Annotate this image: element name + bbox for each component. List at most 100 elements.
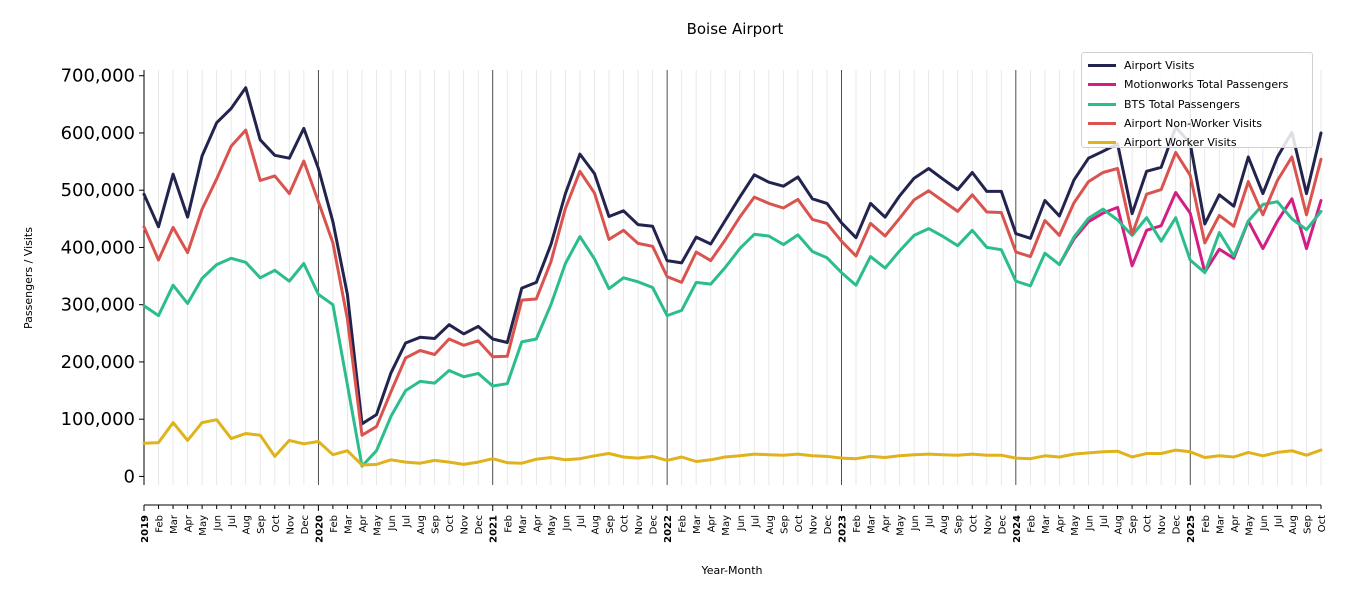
- x-tick-label-month: Dec: [300, 515, 311, 534]
- x-tick-label-month: Jun: [213, 515, 224, 532]
- legend-item-bts: BTS Total Passengers: [1088, 95, 1306, 114]
- x-tick-label-month: Mar: [867, 514, 878, 534]
- x-tick-label-month: Aug: [765, 515, 776, 535]
- x-tick-label-month: Feb: [852, 515, 863, 533]
- y-tick-label: 500,000: [61, 180, 135, 201]
- y-tick-label: 700,000: [61, 66, 135, 87]
- y-tick-label: 100,000: [61, 409, 135, 430]
- x-tick-label-month: Feb: [678, 515, 689, 533]
- x-tick-label-month: Oct: [620, 515, 631, 532]
- x-tick-label-month: Jun: [736, 515, 747, 532]
- legend-item-motionworks: Motionworks Total Passengers: [1088, 75, 1306, 94]
- x-tick-label-year: 2024: [1012, 515, 1023, 543]
- legend-label: BTS Total Passengers: [1124, 97, 1241, 111]
- x-tick-label-month: Feb: [503, 515, 514, 533]
- x-tick-label-month: Nov: [808, 515, 819, 535]
- x-tick-label-month: Oct: [794, 515, 805, 532]
- series-line-bts-total-passengers: [142, 200, 1323, 468]
- legend-label: Airport Worker Visits: [1124, 136, 1237, 150]
- x-tick-label-month: Jun: [1259, 515, 1270, 532]
- x-tick-label-month: Mar: [169, 514, 180, 534]
- x-tick-label-month: Apr: [184, 514, 195, 532]
- x-tick-label-month: Sep: [605, 515, 616, 534]
- x-tick-label-year: 2023: [837, 515, 848, 543]
- chart-title: Boise Airport: [687, 20, 784, 38]
- x-tick-label-month: Oct: [271, 515, 282, 532]
- x-tick-label-month: Dec: [649, 515, 660, 534]
- x-tick-label-month: May: [1070, 515, 1081, 536]
- x-tick-label-month: Jul: [402, 515, 413, 528]
- x-tick-label-month: Nov: [1157, 515, 1168, 535]
- x-tick-label-month: Sep: [1128, 515, 1139, 534]
- x-tick-label-month: Sep: [779, 515, 790, 534]
- x-tick-label-month: May: [896, 515, 907, 536]
- legend: Airport Visits Motionworks Total Passeng…: [1081, 52, 1313, 150]
- x-tick-label-month: Aug: [939, 515, 950, 535]
- x-tick-label-year: 2019: [140, 515, 151, 543]
- x-axis-label: Year-Month: [700, 564, 762, 577]
- x-tick-label-month: Sep: [1302, 515, 1313, 534]
- y-tick-label: 300,000: [61, 295, 135, 316]
- x-tick-label-month: Jun: [910, 515, 921, 532]
- x-tick-label-month: Mar: [692, 514, 703, 534]
- legend-label: Airport Non-Worker Visits: [1124, 117, 1263, 131]
- x-tick-label-month: May: [198, 515, 209, 536]
- x-tick-label-month: Feb: [329, 515, 340, 533]
- x-tick-label-month: Aug: [416, 515, 427, 535]
- x-tick-label-month: Jun: [1085, 515, 1096, 532]
- series-line-motionworks-total-passengers: [1057, 191, 1323, 274]
- x-tick-label-month: May: [372, 515, 383, 536]
- x-tick-label-month: Dec: [474, 515, 485, 534]
- y-tick-label: 0: [124, 466, 135, 487]
- x-tick-label-month: Aug: [1114, 515, 1125, 535]
- x-tick-label-month: Jun: [387, 515, 398, 532]
- x-tick-label-month: Apr: [532, 514, 543, 532]
- x-tick-label-month: Oct: [1143, 515, 1154, 532]
- x-tick-label-month: Nov: [634, 515, 645, 535]
- series-line-airport-visits: [142, 86, 1323, 426]
- x-tick-label-month: Dec: [997, 515, 1008, 534]
- x-tick-label-month: May: [1244, 515, 1255, 536]
- legend-swatch: [1088, 64, 1116, 68]
- x-tick-label-month: Apr: [1055, 514, 1066, 532]
- x-tick-label-month: Apr: [1230, 514, 1241, 532]
- x-tick-label-year: 2022: [663, 515, 674, 543]
- x-tick-label-month: Apr: [707, 514, 718, 532]
- y-tick-label: 400,000: [61, 237, 135, 258]
- grid: [143, 70, 1322, 485]
- x-tick-label-month: May: [547, 515, 558, 536]
- x-tick-label-month: Mar: [518, 514, 529, 534]
- legend-item-non-worker: Airport Non-Worker Visits: [1088, 114, 1306, 133]
- x-tick-label-month: Jul: [750, 515, 761, 528]
- x-tick-label-month: Feb: [1201, 515, 1212, 533]
- x-tick-label-month: Dec: [1172, 515, 1183, 534]
- x-tick-label-year: 2020: [314, 515, 325, 543]
- x-tick-label-month: Dec: [823, 515, 834, 534]
- x-tick-label-month: Sep: [256, 515, 267, 534]
- x-tick-label-month: Oct: [1317, 515, 1328, 532]
- x-tick-label-year: 2021: [489, 515, 500, 543]
- legend-item-airport-visits: Airport Visits: [1088, 56, 1306, 75]
- x-tick-label-month: Apr: [881, 514, 892, 532]
- x-tick-label-month: Nov: [285, 515, 296, 535]
- legend-swatch: [1088, 141, 1116, 145]
- x-tick-label-month: Mar: [1215, 514, 1226, 534]
- x-tick-label-month: Apr: [358, 514, 369, 532]
- y-tick-label: 200,000: [61, 352, 135, 373]
- x-tick-label-month: Jul: [576, 515, 587, 528]
- x-tick-label-month: Mar: [343, 514, 354, 534]
- x-tick-label-month: Jul: [1099, 515, 1110, 528]
- legend-swatch: [1088, 83, 1116, 87]
- x-tick-label-month: Mar: [1041, 514, 1052, 534]
- y-axis-label: Passengers / Visits: [22, 227, 35, 329]
- x-tick-label-month: Aug: [242, 515, 253, 535]
- series-line-airport-non-worker-visits: [142, 128, 1323, 437]
- x-tick-label-month: Aug: [590, 515, 601, 535]
- x-tick-label-month: Sep: [954, 515, 965, 534]
- x-tick-label-month: Jul: [227, 515, 238, 528]
- x-tick-label-year: 2025: [1186, 515, 1197, 543]
- legend-label: Airport Visits: [1124, 59, 1195, 73]
- x-tick-label-month: Aug: [1288, 515, 1299, 535]
- x-tick-label-month: Jul: [925, 515, 936, 528]
